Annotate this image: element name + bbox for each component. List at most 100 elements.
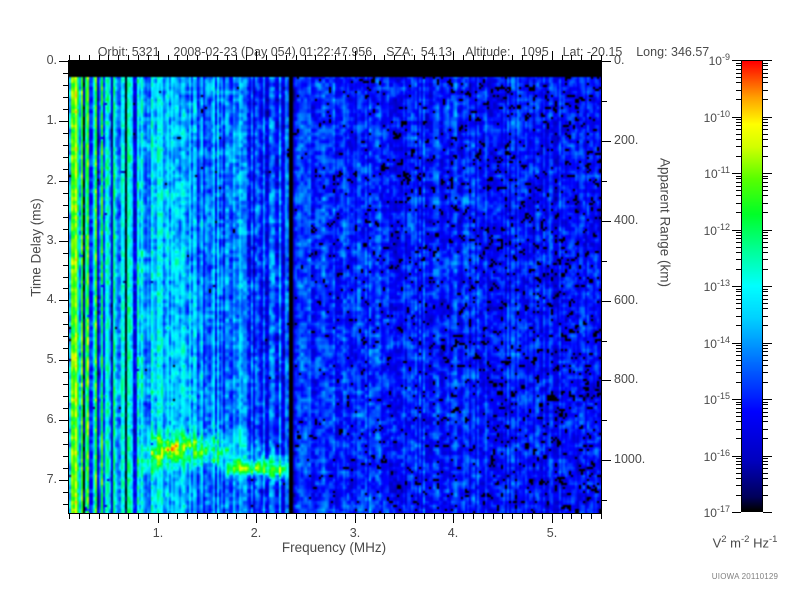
y-tick-minor: [63, 288, 68, 289]
x-tick-top: [296, 55, 297, 60]
colorbar-tick-minor: [736, 402, 741, 403]
colorbar-tick-minor: [763, 69, 768, 70]
x-tick-top: [522, 55, 523, 60]
y-tick-label-right: 400.: [614, 213, 639, 227]
colorbar-tick-minor: [763, 139, 768, 140]
colorbar-tick-minor: [763, 360, 768, 361]
x-tick-top: [315, 55, 316, 60]
colorbar-tick-minor: [736, 134, 741, 135]
y-tick-major: [59, 61, 68, 62]
y-tick-label-left: 4.: [46, 292, 57, 306]
colorbar-units-label: V2 m-2 Hz-1: [712, 534, 778, 551]
x-tick-minor: [571, 514, 572, 519]
y-tick-major: [59, 121, 68, 122]
x-tick-minor: [404, 514, 405, 519]
x-tick-top: [502, 55, 503, 60]
colorbar-tick-label: 10-15: [703, 391, 730, 407]
x-tick-label: 1.: [152, 526, 164, 540]
colorbar-tick-major: [763, 456, 772, 457]
colorbar-tick-minor: [763, 372, 768, 373]
y-right-tick-minor: [602, 500, 607, 501]
colorbar-tick-minor: [736, 125, 741, 126]
colorbar-tick-major: [732, 456, 741, 457]
y-tick-minor: [63, 73, 68, 74]
colorbar-tick-minor: [736, 203, 741, 204]
x-tick-minor: [512, 514, 513, 519]
colorbar-tick-minor: [763, 182, 768, 183]
colorbar-tick-minor: [763, 99, 768, 100]
y-tick-minor: [63, 468, 68, 469]
x-tick-minor: [296, 514, 297, 519]
x-tick-major: [552, 514, 553, 523]
y-tick-label-right: 1000.: [614, 452, 646, 466]
x-tick-top: [276, 55, 277, 60]
colorbar-tick-minor: [736, 299, 741, 300]
y-tick-major: [59, 480, 68, 481]
colorbar-tick-minor: [763, 473, 768, 474]
colorbar-tick-minor: [763, 119, 768, 120]
colorbar-tick-minor: [763, 134, 768, 135]
colorbar-tick-major: [732, 173, 741, 174]
x-tick-top: [355, 51, 356, 60]
colorbar-tick-minor: [763, 146, 768, 147]
colorbar-tick-minor: [763, 345, 768, 346]
y-tick-label-left: 0.: [46, 53, 57, 67]
x-tick-minor: [246, 514, 247, 519]
colorbar-tick-minor: [763, 316, 768, 317]
header-text: Orbit: 5321 2008-02-23 (Day 054) 01:22:4…: [97, 45, 710, 59]
y-right-tick-major: [602, 460, 611, 461]
colorbar-tick-minor: [763, 402, 768, 403]
y-tick-minor: [63, 396, 68, 397]
colorbar-tick-minor: [763, 382, 768, 383]
y-tick-minor: [63, 312, 68, 313]
colorbar-tick-minor: [736, 65, 741, 66]
colorbar-tick-minor: [736, 232, 741, 233]
colorbar-tick-label: 10-12: [703, 222, 730, 238]
x-tick-top: [128, 55, 129, 60]
x-tick-top: [384, 55, 385, 60]
y-tick-minor: [63, 456, 68, 457]
colorbar-tick-minor: [763, 242, 768, 243]
y-tick-minor: [63, 384, 68, 385]
colorbar-tick-minor: [763, 176, 768, 177]
colorbar-tick-minor: [736, 119, 741, 120]
colorbar-tick-minor: [736, 82, 741, 83]
y-tick-label-left: 5.: [46, 352, 57, 366]
x-tick-top: [512, 55, 513, 60]
y-tick-major: [59, 420, 68, 421]
colorbar-tick-minor: [763, 291, 768, 292]
y-tick-label-left: 7.: [46, 472, 57, 486]
colorbar-tick-minor: [763, 156, 768, 157]
y-axis-left-title: Time Delay (ms): [28, 198, 44, 297]
colorbar-tick-major: [763, 343, 772, 344]
y-tick-minor: [63, 157, 68, 158]
x-tick-minor: [345, 514, 346, 519]
x-tick-top: [591, 55, 592, 60]
colorbar-tick-minor: [736, 242, 741, 243]
colorbar-tick-minor: [736, 235, 741, 236]
y-tick-major: [59, 181, 68, 182]
colorbar-tick-minor: [736, 495, 741, 496]
y-right-tick-minor: [602, 341, 607, 342]
x-tick-top: [453, 51, 454, 60]
colorbar-tick-minor: [736, 190, 741, 191]
colorbar-tick-minor: [736, 289, 741, 290]
y-right-tick-major: [602, 141, 611, 142]
credit-label: UIOWA 20110129: [711, 572, 779, 581]
y-right-tick-minor: [602, 261, 607, 262]
y-tick-minor: [63, 324, 68, 325]
colorbar-tick-major: [732, 117, 741, 118]
colorbar-tick-minor: [736, 69, 741, 70]
colorbar[interactable]: [741, 60, 763, 512]
colorbar-tick-minor: [763, 495, 768, 496]
colorbar-tick-label: 10-17: [703, 504, 730, 520]
x-tick-top: [168, 55, 169, 60]
spectrogram-plot-area[interactable]: [68, 60, 602, 514]
y-tick-major: [59, 241, 68, 242]
colorbar-tick-minor: [763, 63, 768, 64]
y-right-tick-major: [602, 61, 611, 62]
x-tick-minor: [89, 514, 90, 519]
colorbar-tick-minor: [763, 252, 768, 253]
x-tick-top: [493, 55, 494, 60]
colorbar-tick-minor: [763, 308, 768, 309]
